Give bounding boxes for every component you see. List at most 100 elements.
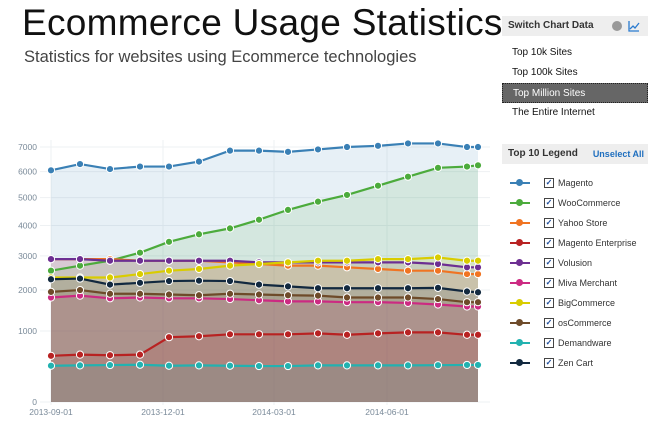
legend-checkbox[interactable]: ✓: [544, 198, 554, 208]
legend-item-miva-merchant[interactable]: ✓ Miva Merchant: [502, 273, 648, 293]
line-bigcommerce: [51, 256, 478, 279]
legend-item-magento-enterprise[interactable]: ✓ Magento Enterprise: [502, 233, 648, 253]
point-magento-enterprise: [313, 329, 323, 338]
point-bigcommerce: [342, 256, 352, 265]
point-volusion: [46, 254, 56, 264]
point-zen-cart: [473, 288, 483, 297]
legend-item-zen-cart[interactable]: ✓ Zen Cart: [502, 353, 648, 373]
switch-option-entire-internet[interactable]: The Entire Internet: [512, 107, 595, 118]
legend-header: Top 10 Legend Unselect All: [502, 144, 648, 164]
legend-item-bigcommerce[interactable]: ✓ BigCommerce: [502, 293, 648, 313]
point-bigcommerce: [194, 264, 204, 274]
legend-label: Yahoo Store: [558, 218, 608, 228]
point-demandware: [373, 361, 383, 370]
point-oscommerce: [75, 285, 85, 295]
legend-checkbox[interactable]: ✓: [544, 218, 554, 228]
point-volusion: [105, 256, 115, 265]
point-woocommerce: [135, 248, 145, 257]
point-oscommerce: [283, 291, 293, 300]
point-volusion: [75, 254, 85, 264]
point-magento-enterprise: [135, 350, 145, 359]
legend-item-volusion[interactable]: ✓ Volusion: [502, 253, 648, 273]
point-oscommerce: [194, 291, 204, 300]
point-magento-enterprise: [46, 351, 56, 360]
point-magento: [194, 157, 204, 166]
point-zen-cart: [46, 275, 56, 284]
switch-chart-header: Switch Chart Data: [502, 16, 648, 36]
point-magento-enterprise: [164, 333, 174, 342]
legend-checkbox[interactable]: ✓: [544, 258, 554, 268]
point-bigcommerce: [313, 256, 323, 265]
pie-chart-icon[interactable]: [612, 21, 622, 31]
point-woocommerce: [462, 162, 472, 171]
point-magento: [75, 159, 85, 169]
legend-checkbox[interactable]: ✓: [544, 318, 554, 328]
point-yahoo-store: [373, 264, 383, 274]
legend-marker-icon: [516, 359, 523, 366]
y-tick-label: 3000: [18, 251, 37, 261]
legend-checkbox[interactable]: ✓: [544, 298, 554, 308]
line-chart-icon[interactable]: [628, 20, 640, 32]
point-oscommerce: [313, 291, 323, 300]
area-oscommerce: [51, 290, 478, 402]
point-zen-cart: [433, 283, 443, 292]
legend-label: osCommerce: [558, 318, 612, 328]
legend-checkbox[interactable]: ✓: [544, 238, 554, 248]
line-magento-enterprise: [50, 331, 478, 357]
legend-item-yahoo-store[interactable]: ✓ Yahoo Store: [502, 213, 648, 233]
point-volusion: [194, 256, 204, 265]
y-tick-label: 7000: [18, 142, 37, 152]
point-demandware: [433, 361, 443, 370]
legend-label: Magento Enterprise: [558, 238, 637, 248]
point-demandware: [473, 360, 483, 370]
point-bigcommerce: [403, 254, 413, 264]
point-magento: [135, 162, 145, 171]
point-demandware: [194, 361, 204, 370]
legend-label: BigCommerce: [558, 298, 616, 308]
point-oscommerce: [105, 289, 115, 298]
point-magento-enterprise: [462, 330, 472, 339]
point-magento: [164, 162, 174, 171]
point-zen-cart: [254, 280, 264, 289]
switch-option-top-10k[interactable]: Top 10k Sites: [512, 47, 573, 58]
legend-checkbox[interactable]: ✓: [544, 338, 554, 348]
point-bigcommerce: [283, 258, 293, 267]
point-volusion: [164, 256, 174, 265]
x-tick-label: 2013-09-01: [29, 407, 73, 417]
point-oscommerce: [342, 293, 352, 302]
legend-marker-icon: [516, 279, 523, 286]
usage-chart: 0 1000 2000 3000 4000 5000 6000 7000 2013-09-01 2…: [18, 139, 490, 417]
point-zen-cart: [105, 280, 115, 289]
legend-checkbox[interactable]: ✓: [544, 278, 554, 288]
legend-checkbox[interactable]: ✓: [544, 178, 554, 188]
line-magento: [50, 142, 478, 172]
point-magento-enterprise: [254, 330, 264, 339]
area-miva-merchant: [51, 295, 478, 402]
point-demandware: [135, 360, 145, 369]
switch-option-top-million[interactable]: Top Million Sites: [502, 83, 648, 103]
point-woocommerce: [342, 190, 352, 200]
point-zen-cart: [283, 282, 293, 291]
legend-marker-icon: [516, 179, 523, 186]
legend-item-woocommerce[interactable]: ✓ WooCommerce: [502, 193, 648, 213]
point-demandware: [164, 361, 174, 370]
switch-option-top-100k[interactable]: Top 100k Sites: [512, 67, 578, 78]
legend-title: Top 10 Legend: [508, 148, 578, 159]
point-demandware: [105, 360, 115, 370]
legend-item-magento[interactable]: ✓ Magento: [502, 173, 648, 193]
point-magento: [373, 141, 383, 150]
legend-marker-icon: [516, 239, 523, 246]
point-zen-cart: [75, 274, 85, 283]
point-volusion: [135, 256, 145, 265]
legend-checkbox[interactable]: ✓: [544, 358, 554, 368]
point-magento: [473, 142, 483, 152]
legend-item-demandware[interactable]: ✓ Demandware: [502, 333, 648, 353]
point-woocommerce: [313, 197, 323, 206]
point-demandware: [403, 361, 413, 370]
legend-item-oscommerce[interactable]: ✓ osCommerce: [502, 313, 648, 333]
legend-label: Miva Merchant: [558, 278, 618, 288]
unselect-all-link[interactable]: Unselect All: [592, 149, 644, 159]
point-magento-enterprise: [403, 328, 413, 337]
point-magento: [225, 146, 235, 155]
point-magento: [105, 164, 115, 174]
